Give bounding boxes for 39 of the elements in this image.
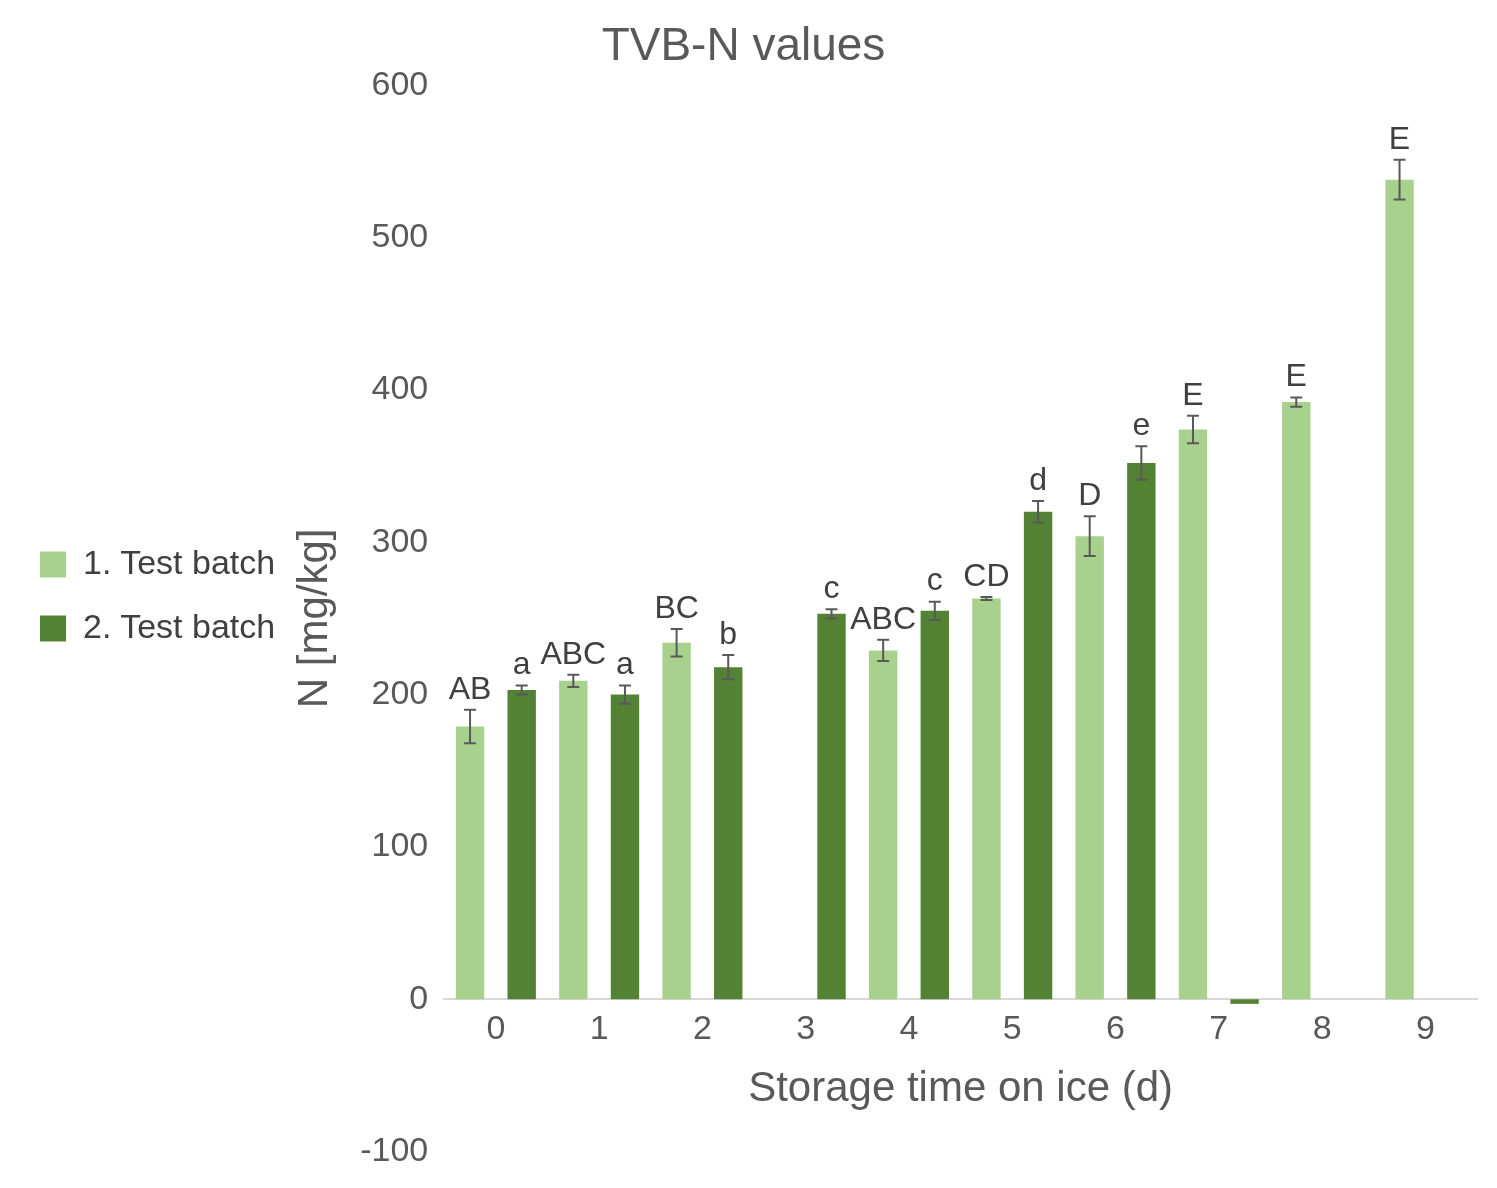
y-tick-label: 100 <box>371 825 429 864</box>
x-tick-label: 2 <box>692 1008 712 1047</box>
data-label: d <box>1029 460 1047 497</box>
y-tick-label: 300 <box>371 520 429 559</box>
x-tick-label: 7 <box>1209 1008 1229 1047</box>
data-label: E <box>1388 119 1411 156</box>
x-tick-label: 3 <box>796 1008 816 1047</box>
y-tick-label: 500 <box>371 215 429 254</box>
data-label: BC <box>654 588 699 625</box>
y-tick-label: -100 <box>360 1129 429 1168</box>
x-tick-label: 9 <box>1415 1008 1435 1047</box>
x-tick-label: 4 <box>899 1008 919 1047</box>
x-tick-label: 8 <box>1312 1008 1332 1047</box>
data-label: ABC <box>540 634 607 671</box>
data-label: E <box>1182 375 1204 412</box>
x-axis-title: Storage time on ice (d) <box>748 1062 1174 1110</box>
data-label: a <box>616 645 635 682</box>
data-label: b <box>719 614 738 651</box>
legend-label: 2. Test batch <box>83 606 276 645</box>
data-label: ABC <box>850 599 917 636</box>
y-axis-title: N [mg/kg] <box>288 528 336 709</box>
y-tick-label: 200 <box>371 672 429 711</box>
y-tick-label: 600 <box>371 63 429 102</box>
data-label: E <box>1285 357 1307 394</box>
chart-title: TVB-N values <box>601 18 886 71</box>
x-tick-label: 1 <box>589 1008 609 1047</box>
data-label: AB <box>448 669 492 706</box>
data-label: D <box>1078 476 1102 513</box>
y-tick-label: 400 <box>371 368 429 407</box>
data-label: c <box>926 561 943 598</box>
data-label: a <box>512 645 531 682</box>
data-label: e <box>1132 406 1151 443</box>
x-tick-label: 5 <box>1002 1008 1022 1047</box>
legend-label: 1. Test batch <box>83 542 276 581</box>
y-tick-label: 0 <box>409 977 429 1016</box>
x-tick-label: 6 <box>1106 1008 1125 1047</box>
x-tick-label: 0 <box>486 1008 506 1047</box>
data-label: CD <box>963 556 1010 593</box>
data-label: c <box>823 569 840 606</box>
